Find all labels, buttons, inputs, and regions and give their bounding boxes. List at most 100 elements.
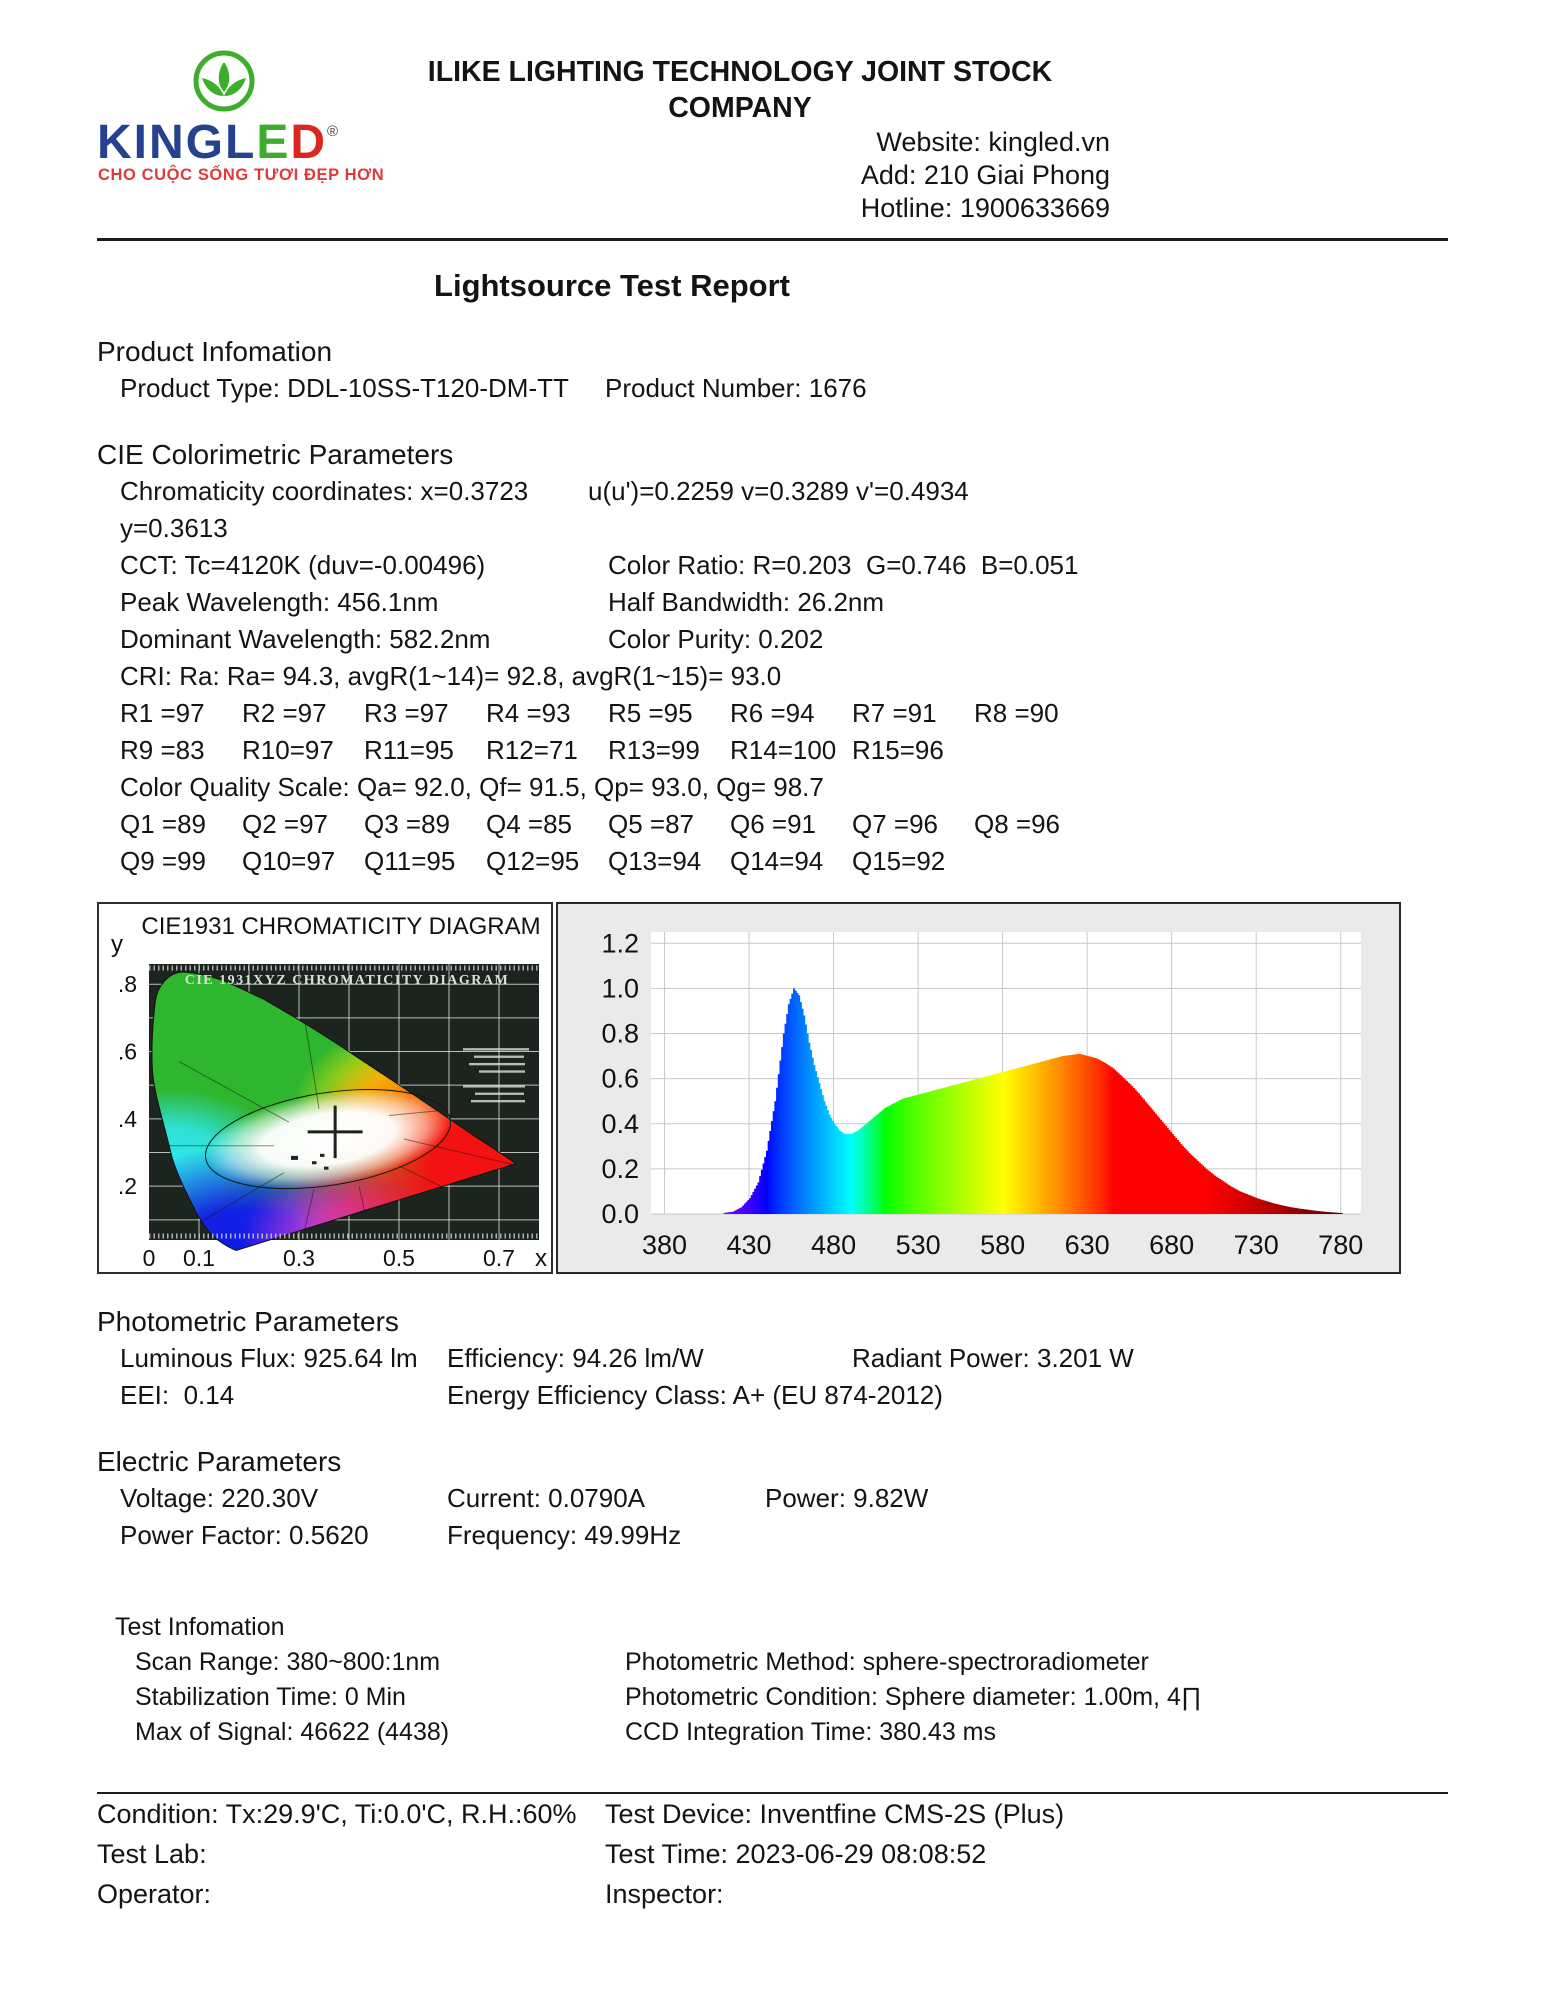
cri-value: R10=97 (242, 735, 334, 765)
cie-axis-ticks: .8 .6 .4 .2 0 0.1 0.3 0.5 0.7 (118, 971, 515, 1271)
cri-value: R14=100 (730, 735, 837, 765)
frequency: Frequency: 49.99Hz (447, 1520, 682, 1550)
photometric-method: Photometric Method: sphere-spectroradiom… (625, 1648, 1149, 1676)
cie-chart-title: CIE1931 CHROMATICITY DIAGRAM (141, 913, 540, 940)
spd-y-tick-label: 0.6 (601, 1064, 639, 1094)
current: Current: 0.0790A (447, 1483, 646, 1513)
cri-value: R13=99 (608, 735, 700, 765)
spd-x-tick-label: 380 (642, 1230, 687, 1260)
cri-value: R3 =97 (364, 698, 449, 728)
power: Power: 9.82W (765, 1483, 929, 1513)
cri-value: R9 =83 (120, 735, 205, 765)
cqs-values-row-1: Q1 =89 Q2 =97 Q3 =89 Q4 =85 Q5 =87 Q6 =91 Q7 =… (97, 806, 1448, 843)
footer-row-2: Test Lab: Test Time: 2023-06-29 08:08:52 (97, 1834, 1448, 1874)
peak-wavelength: Peak Wavelength: 456.1nm (120, 587, 439, 617)
brand-wordmark: KINGLED® (97, 106, 338, 169)
test-info-row-2: Stabilization Time: 0 Min Photometric Co… (97, 1680, 1448, 1715)
cie-inner-title: CIE 1931XYZ CHROMATICITY DIAGRAM (185, 973, 510, 988)
product-section-heading: Product Infomation (97, 336, 333, 367)
cqs-value: Q3 =89 (364, 809, 451, 839)
photometric-section-heading: Photometric Parameters (97, 1306, 399, 1337)
max-of-signal: Max of Signal: 46622 (4438) (135, 1718, 450, 1746)
cie-x-tick-label: 0 (143, 1245, 156, 1271)
lotus-icon (193, 50, 255, 112)
efficiency: Efficiency: 94.26 lm/W (447, 1343, 704, 1373)
cie-x-axis-label: x (535, 1245, 547, 1272)
cri-value: R12=71 (486, 735, 578, 765)
cqs-values-row-2: Q9 =99 Q10=97 Q11=95 Q12=95 Q13=94 Q14=94 Q15=… (97, 843, 1448, 880)
reference-point-dots (291, 1153, 329, 1170)
test-info-row-1: Scan Range: 380~800:1nm Photometric Meth… (97, 1645, 1448, 1680)
cqs-value: Q6 =91 (730, 809, 817, 839)
brand-kingl: KINGL (97, 116, 257, 169)
spd-x-tick-label: 430 (727, 1230, 772, 1260)
eei: EEI: 0.14 (120, 1380, 235, 1410)
spd-y-tick-label: 0.0 (601, 1199, 639, 1229)
cie-y-axis-label: y (111, 931, 123, 958)
spd-x-tick-label: 780 (1318, 1230, 1363, 1260)
cqs-summary-line: Color Quality Scale: Qa= 92.0, Qf= 91.5,… (120, 772, 824, 802)
cie-y-tick-label: .8 (118, 971, 137, 997)
spd-x-tick-label: 630 (1065, 1230, 1110, 1260)
cri-value: R5 =95 (608, 698, 693, 728)
cri-value: R7 =91 (852, 698, 937, 728)
cie-x-tick-label: 0.3 (283, 1245, 315, 1271)
footer-divider (97, 1792, 1448, 1794)
cqs-value: Q7 =96 (852, 809, 939, 839)
color-ratio: Color Ratio: R=0.203 G=0.746 B=0.051 (608, 550, 1079, 580)
dominant-wavelength-row: Dominant Wavelength: 582.2nm Color Purit… (97, 621, 1448, 658)
photometric-condition: Photometric Condition: Sphere diameter: … (625, 1683, 1202, 1711)
cqs-value: Q1 =89 (120, 809, 207, 839)
cri-values-row-1: R1 =97 R2 =97 R3 =97 R4 =93 R5 =95 R6 =94 R7 =… (97, 695, 1448, 732)
white-region-outline (188, 1072, 467, 1206)
brand-tagline: CHO CUỘC SỐNG TƯƠI ĐẸP HƠN (98, 166, 385, 184)
cie-y-tick-label: .4 (118, 1106, 137, 1132)
color-purity: Color Purity: 0.202 (608, 624, 824, 654)
photometric-row-1: Luminous Flux: 925.64 lm Efficiency: 94.… (97, 1340, 1448, 1377)
cri-value: R11=95 (364, 735, 454, 765)
inspector: Inspector: (605, 1879, 724, 1909)
header-hotline: Hotline: 1900633669 (860, 193, 1110, 223)
cqs-value: Q11=95 (364, 846, 456, 876)
spd-x-tick-label: 580 (980, 1230, 1025, 1260)
spd-x-tick-label: 530 (896, 1230, 941, 1260)
brand-e: E (256, 116, 291, 169)
chromaticity-point-marker (308, 1106, 363, 1159)
test-time: Test Time: 2023-06-29 08:08:52 (605, 1839, 987, 1869)
power-factor: Power Factor: 0.5620 (120, 1520, 369, 1550)
charts-row: CIE1931 CHROMATICITY DIAGRAM y x .8 .6 .4.… (97, 902, 1448, 1274)
test-info-heading: Test Infomation (115, 1613, 285, 1641)
cri-summary-line: CRI: Ra: Ra= 94.3, avgR(1~14)= 92.8, avg… (120, 661, 782, 691)
cie-x-tick-label: 0.7 (483, 1245, 515, 1271)
test-device: Test Device: Inventfine CMS-2S (Plus) (605, 1799, 1065, 1829)
spd-y-tick-label: 0.8 (601, 1019, 639, 1049)
peak-wavelength-row: Peak Wavelength: 456.1nm Half Bandwidth:… (97, 584, 1448, 621)
chromaticity-uv: u(u')=0.2259 v=0.3289 v'=0.4934 (588, 476, 969, 506)
spd-x-tick-label: 680 (1149, 1230, 1194, 1260)
voltage: Voltage: 220.30V (120, 1483, 319, 1513)
footer-row-1: Condition: Tx:29.9'C, Ti:0.0'C, R.H.:60%… (97, 1794, 1448, 1834)
spectral-locus-outline (152, 972, 516, 1250)
chromaticity-row: Chromaticity coordinates: x=0.3723 y=0.3… (97, 473, 1448, 547)
cqs-value: Q4 =85 (486, 809, 573, 839)
header-divider (97, 238, 1448, 241)
cqs-value: Q15=92 (852, 846, 946, 876)
cqs-value: Q8 =96 (974, 809, 1061, 839)
cri-value: R8 =90 (974, 698, 1059, 728)
cie-x-tick-label: 0.5 (383, 1245, 415, 1271)
product-info-row: Product Type: DDL-10SS-T120-DM-TT Produc… (97, 370, 1448, 407)
brand-d: D (290, 116, 328, 169)
report-title: Lightsource Test Report (434, 268, 790, 303)
footer-row-3: Operator: Inspector: (97, 1874, 1448, 1914)
scan-range: Scan Range: 380~800:1nm (135, 1648, 441, 1676)
cct-row: CCT: Tc=4120K (duv=-0.00496) Color Ratio… (97, 547, 1448, 584)
cqs-value: Q5 =87 (608, 809, 695, 839)
cqs-value: Q9 =99 (120, 846, 207, 876)
spd-y-tick-label: 0.2 (601, 1154, 639, 1184)
electric-row-1: Voltage: 220.30V Current: 0.0790A Power:… (97, 1480, 1448, 1517)
cqs-value: Q12=95 (486, 846, 580, 876)
cie-section-heading: CIE Colorimetric Parameters (97, 439, 454, 470)
cri-value: R6 =94 (730, 698, 815, 728)
